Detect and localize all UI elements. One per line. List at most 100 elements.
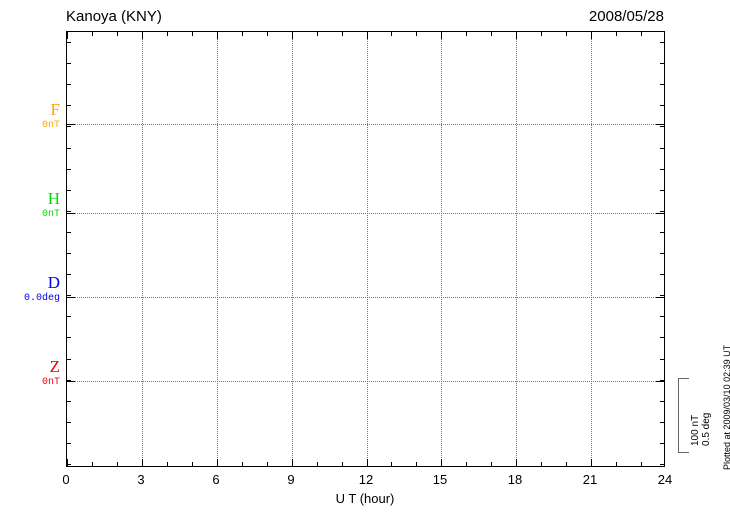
baseline-h: [67, 213, 664, 214]
axis-tick: [67, 274, 71, 275]
scale-bar-deg-label: 0.5 deg: [701, 412, 712, 446]
axis-tick-major: [67, 381, 75, 382]
page-title: Kanoya (KNY): [66, 8, 162, 25]
axis-tick: [67, 359, 71, 360]
axis-tick: [67, 126, 71, 127]
axis-tick: [660, 337, 664, 338]
axis-tick: [660, 253, 664, 254]
axis-tick: [267, 32, 268, 36]
axis-tick: [67, 84, 71, 85]
axis-tick: [664, 32, 665, 39]
gridline-vertical: [591, 32, 592, 466]
axis-tick: [416, 462, 417, 466]
gridline-vertical: [292, 32, 293, 466]
axis-tick: [660, 422, 664, 423]
plotted-timestamp: Plotted at 2009/03/10 02:39 UT: [722, 344, 730, 470]
axis-tick: [660, 169, 664, 170]
gridline-vertical: [217, 32, 218, 466]
axis-tick: [367, 32, 368, 39]
gridline-vertical: [516, 32, 517, 466]
axis-tick: [367, 459, 368, 466]
axis-tick-major: [656, 213, 664, 214]
axis-tick: [660, 232, 664, 233]
axis-tick: [660, 380, 664, 381]
axis-tick: [67, 443, 71, 444]
axis-tick: [441, 459, 442, 466]
axis-tick: [192, 462, 193, 466]
x-tick-label: 0: [62, 472, 70, 487]
axis-tick: [67, 253, 71, 254]
axis-tick: [541, 462, 542, 466]
plot-area: [66, 31, 665, 467]
scale-bar-nt-label: 100 nT: [690, 414, 701, 446]
axis-tick-major: [656, 124, 664, 125]
axis-tick: [67, 401, 71, 402]
axis-tick: [660, 105, 664, 106]
axis-tick: [67, 211, 71, 212]
axis-tick: [117, 462, 118, 466]
axis-tick: [342, 462, 343, 466]
axis-tick: [660, 148, 664, 149]
x-tick-label: 18: [507, 472, 523, 487]
axis-tick: [317, 462, 318, 466]
baseline-f: [67, 124, 664, 125]
axis-tick: [67, 148, 71, 149]
axis-tick: [491, 462, 492, 466]
axis-tick-major: [656, 381, 664, 382]
x-tick-label: 3: [137, 472, 145, 487]
axis-tick: [217, 32, 218, 39]
axis-tick: [67, 190, 71, 191]
axis-tick: [67, 459, 68, 466]
axis-tick: [591, 459, 592, 466]
x-tick-label: 6: [212, 472, 220, 487]
axis-tick: [242, 32, 243, 36]
channel-label-f: F 0nT: [0, 101, 60, 132]
axis-tick: [192, 32, 193, 36]
axis-tick: [641, 462, 642, 466]
axis-tick: [267, 462, 268, 466]
axis-tick: [616, 462, 617, 466]
axis-tick: [660, 401, 664, 402]
axis-tick: [660, 443, 664, 444]
axis-tick: [67, 316, 71, 317]
axis-tick: [217, 459, 218, 466]
axis-tick: [342, 32, 343, 36]
scale-bar-cap-bottom: [678, 452, 689, 453]
axis-tick: [516, 32, 517, 39]
axis-tick: [591, 32, 592, 39]
axis-tick: [67, 105, 71, 106]
axis-tick: [67, 63, 71, 64]
axis-tick: [660, 190, 664, 191]
axis-tick: [660, 126, 664, 127]
channel-label-d: D 0.0deg: [0, 274, 60, 305]
baseline-d: [67, 297, 664, 298]
axis-tick: [641, 32, 642, 36]
axis-tick: [566, 32, 567, 36]
x-tick-label: 15: [432, 472, 448, 487]
axis-tick: [67, 295, 71, 296]
axis-tick-major: [67, 213, 75, 214]
axis-tick: [242, 462, 243, 466]
channel-baseline-value: 0nT: [41, 120, 60, 131]
axis-tick: [660, 316, 664, 317]
channel-label-h: H 0nT: [0, 190, 60, 221]
axis-tick: [660, 42, 664, 43]
axis-tick-major: [656, 297, 664, 298]
axis-tick: [616, 32, 617, 36]
axis-tick: [660, 464, 664, 465]
axis-tick: [660, 359, 664, 360]
axis-tick: [391, 32, 392, 36]
gridline-vertical: [441, 32, 442, 466]
x-tick-label: 9: [287, 472, 295, 487]
axis-tick: [142, 459, 143, 466]
x-axis-title: U T (hour): [335, 491, 395, 506]
axis-tick: [142, 32, 143, 39]
axis-tick: [441, 32, 442, 39]
axis-tick: [660, 295, 664, 296]
axis-tick: [67, 422, 71, 423]
axis-tick: [67, 464, 71, 465]
channel-label-z: Z 0nT: [0, 358, 60, 389]
observation-date: 2008/05/28: [588, 8, 664, 25]
axis-tick: [292, 459, 293, 466]
